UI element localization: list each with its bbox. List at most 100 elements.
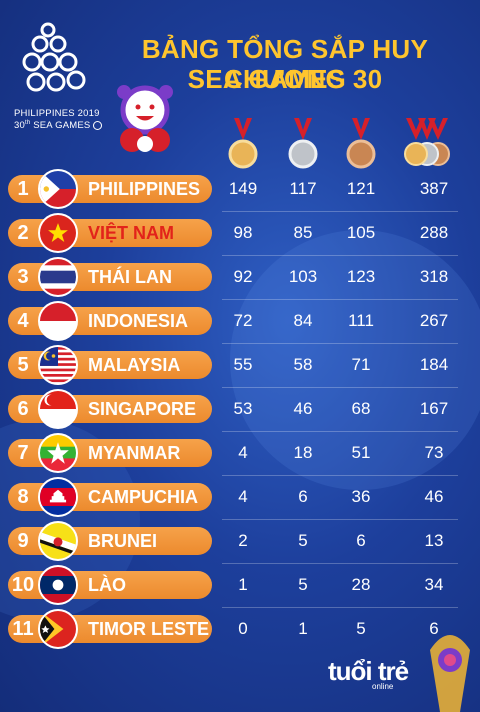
gold-count: 149 bbox=[228, 179, 258, 198]
table-row: 10 LÀO bbox=[8, 565, 212, 605]
event-name-line: PHILIPPINES 2019 bbox=[14, 108, 100, 119]
table-row: 5 MALAYSIA bbox=[8, 345, 212, 385]
silver-count: 117 bbox=[289, 179, 317, 198]
bronze-count: 6 bbox=[356, 531, 366, 550]
vietnam-flag-icon bbox=[38, 213, 78, 253]
bronze-count: 36 bbox=[351, 487, 371, 506]
total-count: 13 bbox=[424, 531, 444, 550]
rank-number: 5 bbox=[17, 354, 29, 376]
bronze-count: 51 bbox=[351, 443, 371, 462]
bronze-count: 121 bbox=[346, 179, 376, 198]
page-title: BẢNG TỔNG SẮP HUY CHƯƠNG bbox=[141, 34, 429, 94]
rank-number: 11 bbox=[12, 618, 34, 640]
cambodia-flag-icon bbox=[38, 477, 78, 517]
bronze-count: 28 bbox=[351, 575, 371, 594]
total-count: 267 bbox=[419, 311, 449, 330]
country-name: CAMPUCHIA bbox=[88, 487, 198, 507]
silver-count: 5 bbox=[298, 575, 308, 594]
gold-count: 4 bbox=[238, 443, 248, 462]
row-divider bbox=[222, 431, 458, 432]
country-name: THÁI LAN bbox=[88, 267, 172, 287]
table-row: 3 THÁI LAN bbox=[8, 257, 212, 297]
country-name: MALAYSIA bbox=[88, 355, 181, 375]
malaysia-flag-icon bbox=[38, 345, 78, 385]
page-subtitle: SEA GAMES 30 bbox=[187, 64, 383, 94]
table-row: 1 PHILIPPINES bbox=[8, 169, 212, 209]
total-count: 167 bbox=[419, 399, 449, 418]
silver-count: 1 bbox=[298, 619, 308, 638]
total-count: 318 bbox=[419, 267, 449, 286]
country-name: INDONESIA bbox=[88, 311, 189, 331]
table-row: 7 MYANMAR bbox=[8, 433, 212, 473]
silver-medal-icon bbox=[288, 118, 318, 169]
brand-sub: online bbox=[372, 682, 394, 691]
total-count: 387 bbox=[419, 179, 449, 198]
silver-count: 18 bbox=[293, 443, 313, 462]
silver-count: 85 bbox=[293, 223, 313, 242]
gold-medal-icon bbox=[228, 118, 258, 169]
total-count: 73 bbox=[424, 443, 444, 462]
total-count: 6 bbox=[429, 619, 439, 638]
country-name: PHILIPPINES bbox=[88, 179, 201, 199]
row-divider bbox=[222, 387, 458, 388]
bronze-count: 68 bbox=[351, 399, 371, 418]
row-divider bbox=[222, 519, 458, 520]
gold-count: 98 bbox=[233, 223, 253, 242]
country-name: TIMOR LESTE bbox=[88, 619, 209, 639]
rank-number: 4 bbox=[17, 310, 29, 332]
bronze-count: 111 bbox=[348, 311, 374, 330]
country-name: LÀO bbox=[88, 575, 126, 595]
sea-games-logo-icon bbox=[22, 22, 86, 92]
row-divider bbox=[222, 343, 458, 344]
torch-decoration-icon bbox=[430, 635, 470, 712]
row-divider bbox=[222, 607, 458, 608]
row-divider bbox=[222, 299, 458, 300]
bronze-medal-icon bbox=[346, 118, 376, 169]
rank-number: 2 bbox=[17, 222, 29, 244]
silver-count: 103 bbox=[288, 267, 318, 286]
silver-count: 58 bbox=[293, 355, 313, 374]
rank-number: 7 bbox=[17, 442, 29, 464]
brand-logo: tuổi trẻ bbox=[328, 656, 409, 686]
gold-count: 92 bbox=[233, 267, 253, 286]
table-row: 4 INDONESIA bbox=[8, 301, 212, 341]
silver-count: 84 bbox=[293, 311, 313, 330]
country-name: SINGAPORE bbox=[88, 399, 197, 419]
bronze-count: 123 bbox=[346, 267, 376, 286]
indonesia-flag-icon bbox=[38, 301, 78, 341]
gold-count: 55 bbox=[233, 355, 253, 374]
rank-number: 6 bbox=[17, 398, 29, 420]
philippines-flag-icon bbox=[38, 169, 78, 209]
country-name: VIỆT NAM bbox=[88, 223, 175, 243]
mascot-icon bbox=[117, 85, 173, 152]
background-shape bbox=[230, 230, 480, 490]
singapore-flag-icon bbox=[38, 389, 78, 429]
row-divider bbox=[222, 211, 458, 212]
event-edition-line: 30th SEA GAMES bbox=[14, 120, 103, 131]
country-name: MYANMAR bbox=[88, 443, 181, 463]
rank-number: 1 bbox=[17, 178, 29, 200]
silver-count: 5 bbox=[298, 531, 308, 550]
bronze-count: 105 bbox=[346, 223, 376, 242]
gold-count: 0 bbox=[238, 619, 248, 638]
rank-number: 3 bbox=[17, 266, 29, 288]
myanmar-flag-icon bbox=[38, 433, 78, 473]
table-row: 11 TIMOR LESTE bbox=[8, 609, 212, 649]
total-count: 46 bbox=[424, 487, 444, 506]
total-count: 34 bbox=[424, 575, 444, 594]
bronze-count: 71 bbox=[351, 355, 371, 374]
rank-number: 10 bbox=[11, 574, 35, 596]
total-count: 184 bbox=[419, 355, 449, 374]
bronze-count: 5 bbox=[356, 619, 366, 638]
gold-count: 72 bbox=[233, 311, 253, 330]
silver-count: 46 bbox=[293, 399, 313, 418]
row-divider bbox=[222, 563, 458, 564]
row-divider bbox=[222, 255, 458, 256]
table-row: 8 CAMPUCHIA bbox=[8, 477, 212, 517]
rank-number: 8 bbox=[17, 486, 29, 508]
brunei-flag-icon bbox=[38, 521, 78, 561]
silver-count: 6 bbox=[298, 487, 308, 506]
table-row: 9 BRUNEI bbox=[8, 521, 212, 561]
table-row: 6 SINGAPORE bbox=[8, 389, 212, 429]
country-name: BRUNEI bbox=[88, 531, 158, 551]
